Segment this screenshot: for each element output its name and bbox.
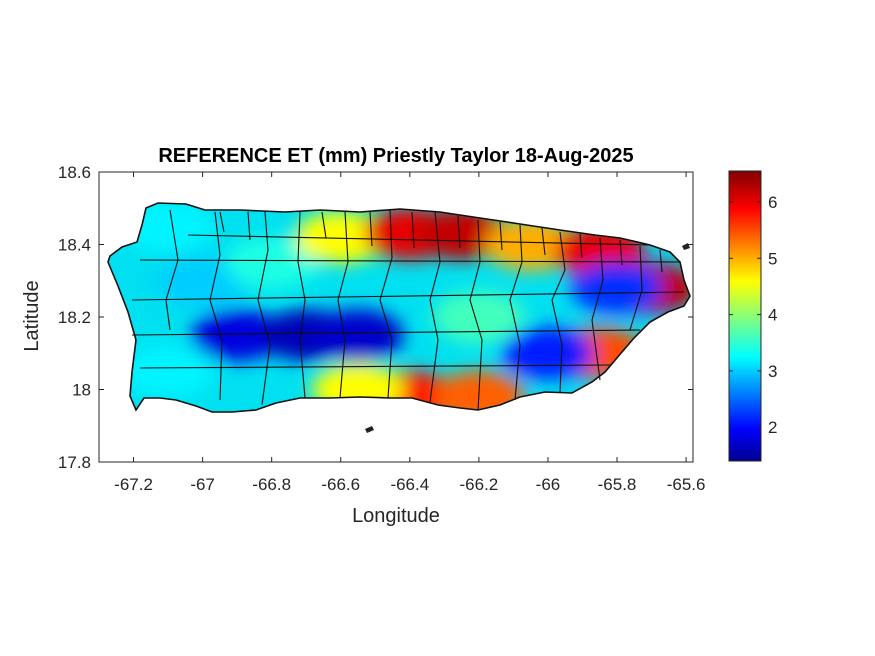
municipality-boundary <box>509 224 523 401</box>
municipality-boundary <box>469 219 483 411</box>
x-tick-label: -67.2 <box>114 475 153 494</box>
x-tick-label: -66.8 <box>252 475 291 494</box>
municipality-boundary <box>429 211 441 403</box>
municipality-boundary <box>139 259 681 263</box>
heat-region <box>432 291 525 343</box>
heat-region <box>122 345 215 398</box>
municipality-boundary <box>131 291 685 301</box>
municipality-boundary <box>591 237 604 381</box>
x-tick-label: -65.8 <box>598 475 637 494</box>
colorbar-tick-label: 6 <box>768 193 777 212</box>
colorbar-tick-label: 3 <box>768 362 777 381</box>
heat-region <box>225 236 318 289</box>
y-tick-label: 18.4 <box>58 236 91 255</box>
municipality-boundary <box>187 234 651 246</box>
municipality-boundary <box>131 329 641 336</box>
municipality-boundary <box>139 364 611 369</box>
heat-region <box>191 309 284 362</box>
municipality-boundary <box>551 231 566 393</box>
y-tick-label: 17.8 <box>58 453 91 472</box>
heat-region <box>484 218 577 271</box>
heat-region <box>571 262 664 314</box>
x-tick-label: -66 <box>536 475 561 494</box>
y-tick-label: 18 <box>72 381 91 400</box>
municipality-boundary <box>629 245 643 331</box>
municipality-boundary <box>219 211 663 273</box>
y-tick-label: 18.2 <box>58 308 91 327</box>
caja-de-muertos-island <box>365 426 374 433</box>
chart-title: REFERENCE ET (mm) Priestly Taylor 18-Aug… <box>158 145 633 167</box>
x-tick-label: -67 <box>190 475 215 494</box>
municipality-boundary <box>337 211 349 399</box>
municipality-boundary <box>379 209 393 399</box>
colorbar-tick-label: 4 <box>768 306 777 325</box>
x-tick-label: -66.4 <box>390 475 429 494</box>
colorbar-ticks: 2 3 4 5 6 <box>729 193 777 437</box>
municipality-boundary <box>209 211 223 401</box>
municipality-boundary <box>257 211 271 406</box>
x-tick-label: -66.2 <box>460 475 499 494</box>
heat-region <box>501 327 594 380</box>
municipality-boundary <box>297 211 306 399</box>
municipality-boundaries <box>131 209 685 411</box>
x-tick-label: -65.6 <box>667 475 706 494</box>
y-axis-label: Latitude <box>21 280 43 351</box>
x-axis: -67.2 -67 -66.8 -66.6 -66.4 -66.2 -66 -65.8 -65.… <box>114 172 705 494</box>
municipality-boundary <box>165 209 179 331</box>
heat-region <box>312 309 405 362</box>
island-outline <box>107 202 691 413</box>
colorbar <box>728 170 762 462</box>
heat-region <box>294 211 387 264</box>
x-axis-label: Longitude <box>352 505 440 527</box>
colorbar-tick-label: 2 <box>768 418 777 437</box>
colorbar-tick-label: 5 <box>768 249 777 268</box>
x-tick-label: -66.6 <box>321 475 360 494</box>
y-axis: 17.8 18 18.2 18.4 18.6 <box>58 163 693 472</box>
y-tick-label: 18.6 <box>58 163 91 182</box>
heat-region <box>156 254 249 307</box>
